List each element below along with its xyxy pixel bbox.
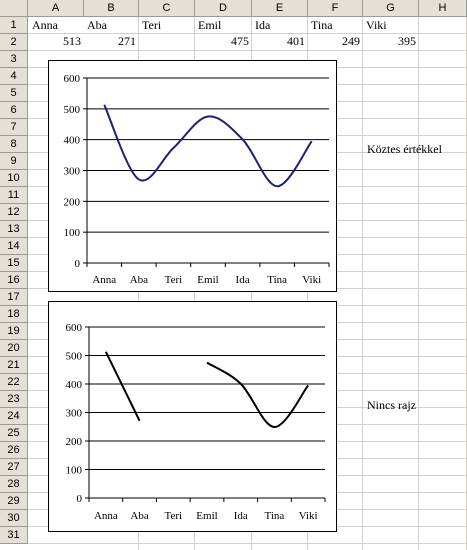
cell-F1[interactable]: Tina	[311, 18, 333, 32]
y-tick-label: 300	[64, 166, 81, 178]
chart-gap[interactable]: 0 100 200 300 400 500 600 Anna Aba Teri Emil Ida Tin…	[48, 301, 337, 532]
cell-B1[interactable]: Aba	[87, 18, 107, 32]
column-header-C[interactable]: C	[139, 0, 195, 17]
y-tick-label: 400	[64, 135, 81, 147]
y-tick-label: 600	[64, 73, 81, 85]
column-gridline	[418, 17, 419, 550]
row-header-28[interactable]: 28	[0, 476, 28, 493]
row-header-1[interactable]: 1	[0, 17, 28, 34]
row-header-13[interactable]: 13	[0, 221, 28, 238]
y-tick-label: 200	[66, 436, 83, 448]
row-gridline	[28, 33, 467, 34]
column-header-D[interactable]: D	[195, 0, 252, 17]
column-header-E[interactable]: E	[252, 0, 308, 17]
label-nincs-rajz: Nincs rajz	[367, 398, 416, 412]
x-tick-label: Emil	[196, 510, 217, 522]
cell-A2[interactable]: 513	[63, 34, 81, 48]
series-line	[103, 104, 313, 188]
x-tick-label: Tina	[267, 274, 287, 286]
row-header-31[interactable]: 31	[0, 527, 28, 544]
cell-A1[interactable]: Anna	[32, 18, 58, 32]
x-tick-label: Anna	[92, 274, 116, 286]
row-header-25[interactable]: 25	[0, 425, 28, 442]
cell-G2[interactable]: 395	[398, 34, 416, 48]
row-header-9[interactable]: 9	[0, 153, 28, 170]
row-header-21[interactable]: 21	[0, 357, 28, 374]
column-header-G[interactable]: G	[363, 0, 419, 17]
row-header-22[interactable]: 22	[0, 374, 28, 391]
row-gridline	[28, 50, 467, 51]
row-header-2[interactable]: 2	[0, 34, 28, 51]
row-header-6[interactable]: 6	[0, 102, 28, 119]
y-tick-label: 100	[64, 227, 81, 239]
x-tick-label: Aba	[130, 274, 148, 286]
row-header-4[interactable]: 4	[0, 68, 28, 85]
column-header-F[interactable]: F	[308, 0, 363, 17]
row-header-27[interactable]: 27	[0, 459, 28, 476]
row-header-7[interactable]: 7	[0, 119, 28, 136]
row-header-5[interactable]: 5	[0, 85, 28, 102]
x-tick-label: Ida	[234, 510, 248, 522]
select-all-corner[interactable]	[0, 0, 28, 17]
cell-B2[interactable]: 271	[118, 34, 136, 48]
cell-C2[interactable]	[139, 33, 195, 49]
row-header-12[interactable]: 12	[0, 204, 28, 221]
row-header-11[interactable]: 11	[0, 187, 28, 204]
x-tick-label: Viki	[299, 510, 318, 522]
row-header-26[interactable]: 26	[0, 442, 28, 459]
y-tick-label: 0	[77, 493, 83, 505]
row-header-18[interactable]: 18	[0, 306, 28, 323]
cell-C1[interactable]: Teri	[142, 18, 162, 32]
column-header-A[interactable]: A	[28, 0, 84, 17]
row-gridline	[28, 543, 467, 544]
y-tick-label: 600	[66, 322, 83, 334]
row-header-29[interactable]: 29	[0, 493, 28, 510]
row-header-19[interactable]: 19	[0, 323, 28, 340]
column-header-B[interactable]: B	[84, 0, 139, 17]
series-line	[206, 361, 309, 429]
cell-F2[interactable]: 249	[342, 34, 360, 48]
chart-interpolated[interactable]: 0 100 200 300 400 500 600 Anna Aba Teri Emil Ida Tin…	[48, 60, 337, 292]
chart-interpolated-svg: 0 100 200 300 400 500 600 Anna Aba Teri Emil Ida Tin…	[64, 73, 330, 286]
row-header-16[interactable]: 16	[0, 272, 28, 289]
row-header-14[interactable]: 14	[0, 238, 28, 255]
row-header-23[interactable]: 23	[0, 391, 28, 408]
row-header-8[interactable]: 8	[0, 136, 28, 153]
y-tick-label: 100	[66, 465, 83, 477]
row-header-24[interactable]: 24	[0, 408, 28, 425]
x-tick-label: Ida	[236, 274, 250, 286]
x-tick-label: Aba	[130, 510, 148, 522]
label-koztes-ertekkel: Köztes értékkel	[367, 142, 442, 156]
y-tick-label: 400	[66, 379, 83, 391]
y-tick-label: 200	[64, 196, 81, 208]
column-header-H[interactable]: H	[419, 0, 467, 17]
x-tick-label: Teri	[165, 510, 183, 522]
y-tick-label: 500	[66, 351, 83, 363]
row-header-17[interactable]: 17	[0, 289, 28, 306]
cell-E2[interactable]: 401	[287, 34, 305, 48]
x-tick-label: Teri	[165, 274, 183, 286]
y-tick-label: 500	[64, 104, 81, 116]
cell-D2[interactable]: 475	[231, 34, 249, 48]
x-tick-label: Anna	[94, 510, 118, 522]
x-tick-label: Viki	[302, 274, 321, 286]
cell-D1[interactable]: Emil	[198, 18, 222, 32]
x-tick-label: Tina	[265, 510, 285, 522]
y-tick-label: 300	[66, 408, 83, 420]
y-tick-label: 0	[75, 258, 81, 270]
chart-gap-svg: 0 100 200 300 400 500 600 Anna Aba Teri Emil Ida Tin…	[66, 322, 326, 522]
row-header-10[interactable]: 10	[0, 170, 28, 187]
cell-G1[interactable]: Viki	[366, 18, 387, 32]
row-header-15[interactable]: 15	[0, 255, 28, 272]
row-header-3[interactable]: 3	[0, 51, 28, 68]
column-gridline	[362, 17, 363, 550]
x-tick-label: Emil	[197, 274, 218, 286]
cell-E1[interactable]: Ida	[255, 18, 271, 32]
row-header-20[interactable]: 20	[0, 340, 28, 357]
series-line	[104, 351, 141, 422]
row-header-30[interactable]: 30	[0, 510, 28, 527]
